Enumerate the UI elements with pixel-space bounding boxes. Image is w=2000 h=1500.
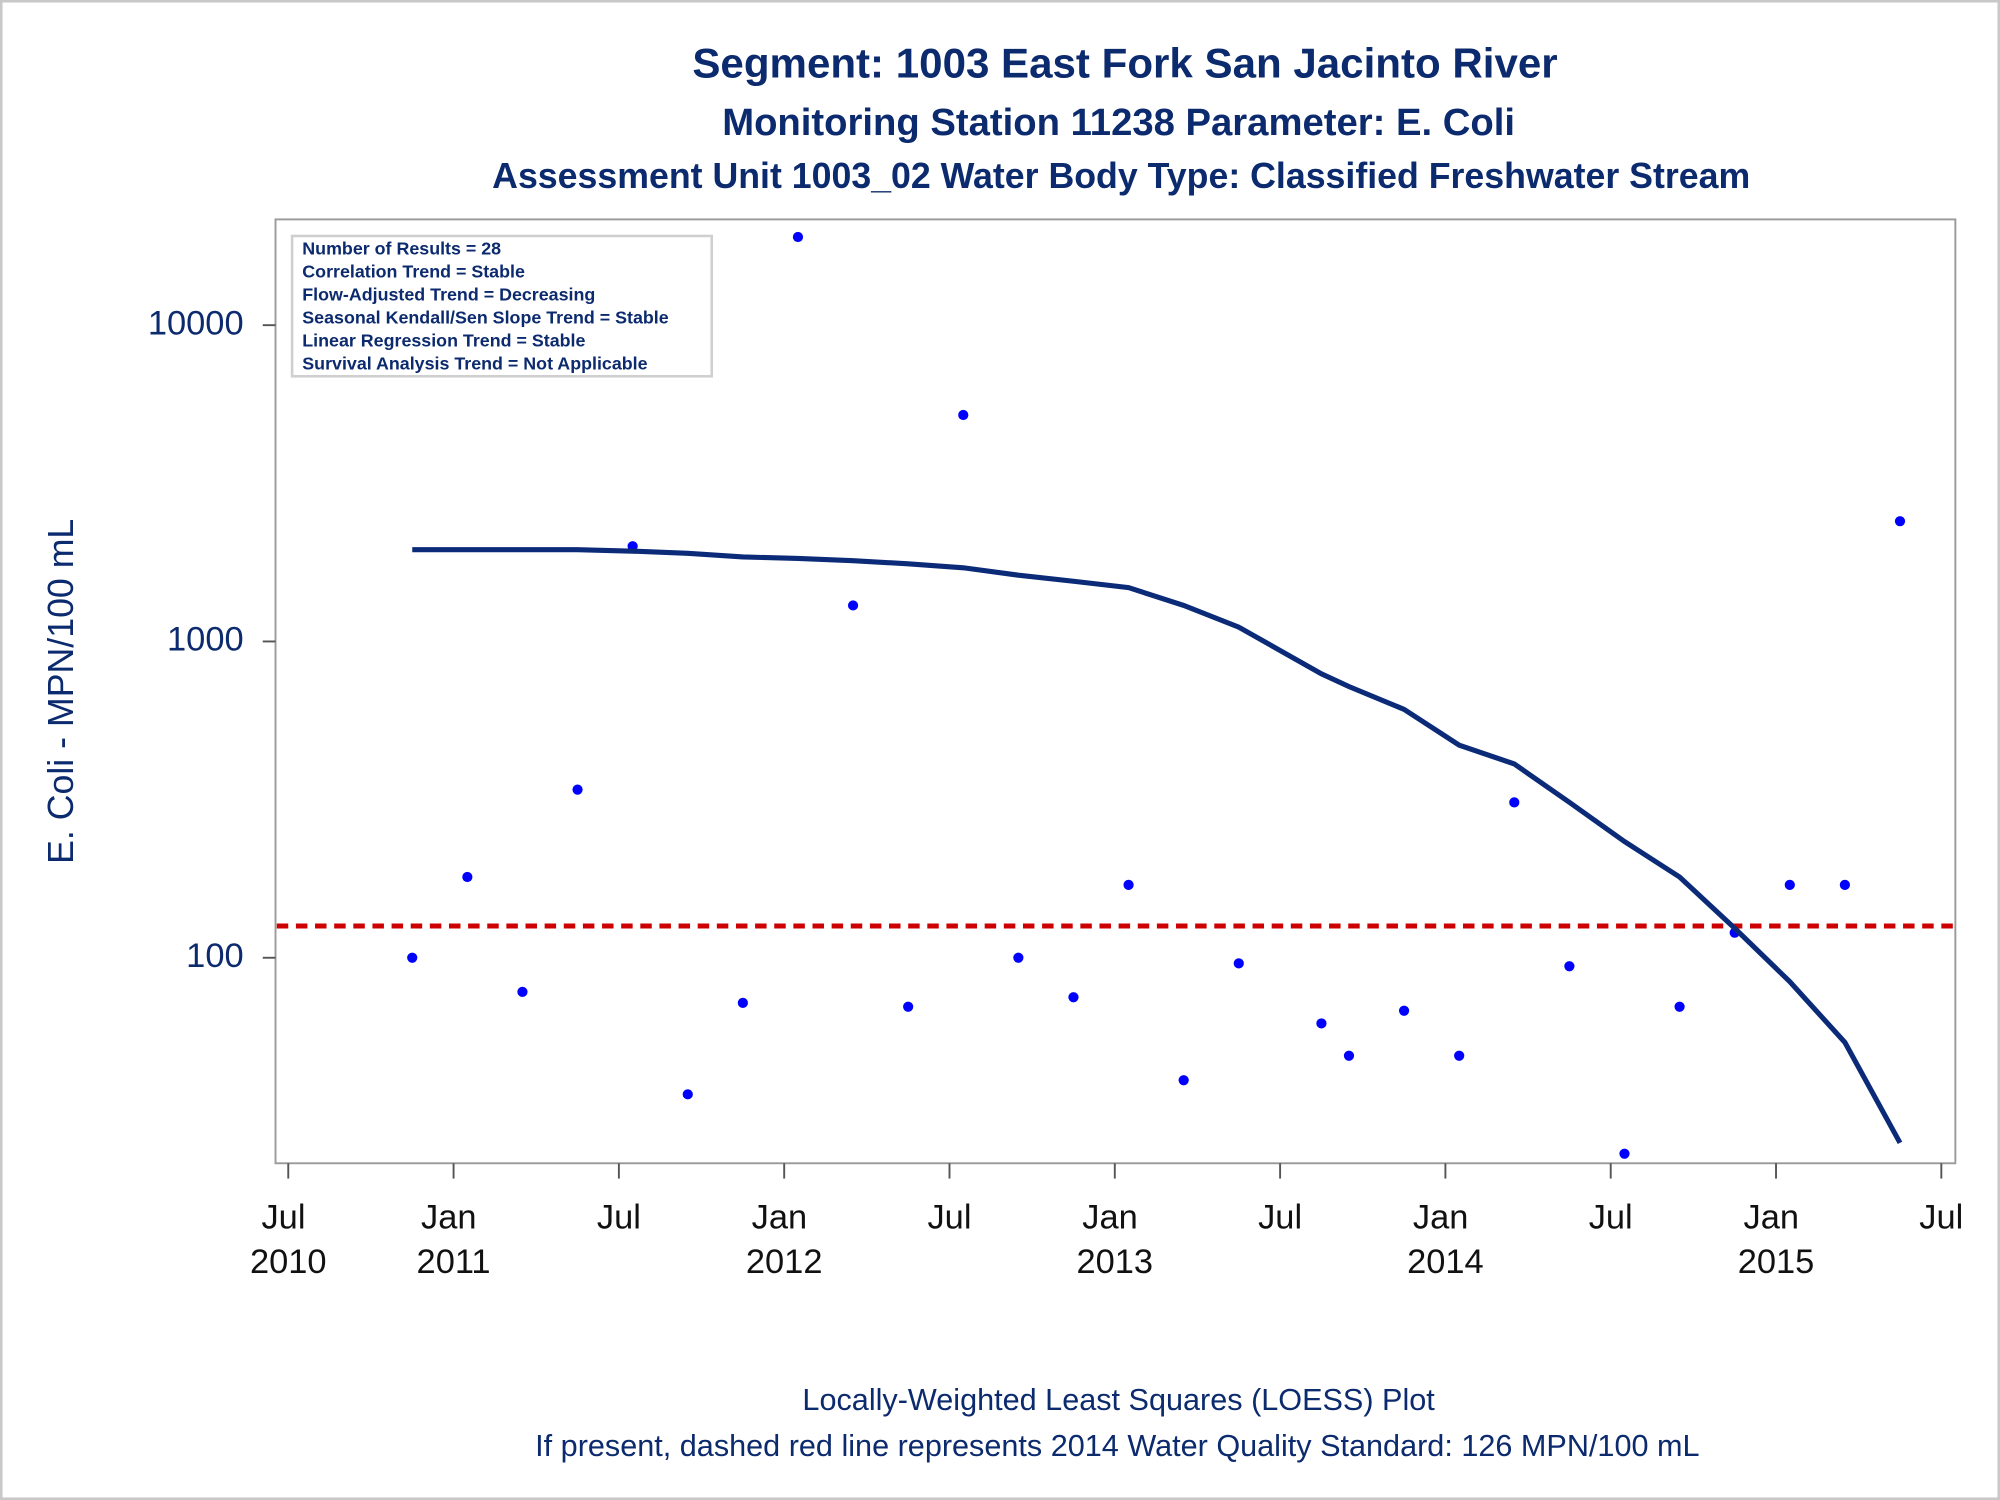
data-point	[572, 784, 583, 795]
x-tick-label: Jul	[1919, 1198, 1963, 1236]
y-axis-label: E. Coli - MPN/100 mL	[41, 519, 81, 864]
data-point	[792, 231, 804, 243]
data-point	[1564, 961, 1575, 972]
data-point	[1316, 1018, 1327, 1029]
data-point	[1233, 958, 1244, 969]
x-tick-label: Jul	[1589, 1198, 1633, 1236]
y-tick-label: 1000	[167, 621, 244, 659]
data-point	[1454, 1050, 1465, 1061]
data-point	[1013, 952, 1024, 963]
plot-frame	[274, 218, 1957, 1165]
stats-box	[290, 234, 714, 378]
chart-subtitle: Monitoring Station 11238 Parameter: E. C…	[722, 101, 1515, 144]
stats-text: Linear Regression Trend = Stable	[302, 331, 585, 351]
stats-text: Survival Analysis Trend = Not Applicable	[302, 354, 647, 374]
data-point	[958, 409, 969, 421]
data-point	[462, 871, 473, 883]
chart-title: Segment: 1003 East Fork San Jacinto Rive…	[692, 39, 1557, 86]
data-point	[1509, 797, 1520, 808]
chart-subtitle: Assessment Unit 1003_02 Water Body Type:…	[492, 156, 1750, 196]
y-tick-label: 10000	[148, 304, 244, 342]
y-tick-label: 100	[186, 937, 243, 975]
data-point	[1839, 879, 1850, 890]
data-point	[517, 986, 528, 997]
data-point	[1674, 1001, 1685, 1012]
x-tick-label: Jan 2015	[1738, 1198, 1815, 1281]
stats-text: Seasonal Kendall/Sen Slope Trend = Stabl…	[302, 308, 668, 328]
data-point	[1619, 1148, 1630, 1159]
x-tick-label: Jul	[927, 1198, 971, 1236]
data-point	[1894, 516, 1906, 527]
stats-text: Number of Results = 28	[302, 239, 501, 259]
stats-text: Flow-Adjusted Trend = Decreasing	[302, 285, 595, 305]
x-tick-label: Jul 2010	[250, 1198, 327, 1281]
x-tick-label: Jul	[597, 1198, 641, 1236]
x-tick-label: Jan 2014	[1407, 1198, 1484, 1281]
x-tick-label: Jul	[1258, 1198, 1302, 1236]
footnote: Locally-Weighted Least Squares (LOESS) P…	[802, 1383, 1435, 1417]
data-point	[1178, 1075, 1189, 1086]
data-point	[682, 1089, 693, 1100]
x-tick-label: Jan 2011	[417, 1198, 491, 1281]
data-point	[737, 997, 748, 1008]
x-tick-label: Jan 2013	[1077, 1198, 1154, 1281]
stats-text: Correlation Trend = Stable	[302, 262, 525, 282]
data-point	[1343, 1050, 1355, 1061]
data-point	[1068, 992, 1079, 1003]
data-point	[407, 952, 418, 963]
data-point	[1784, 879, 1795, 890]
loess-line	[412, 547, 1903, 1145]
data-point	[847, 600, 859, 611]
data-point	[1398, 1005, 1410, 1016]
x-tick-label: Jan 2012	[746, 1198, 823, 1281]
data-point	[903, 1001, 914, 1012]
data-point	[1123, 879, 1134, 890]
footnote: If present, dashed red line represents 2…	[535, 1429, 1699, 1463]
